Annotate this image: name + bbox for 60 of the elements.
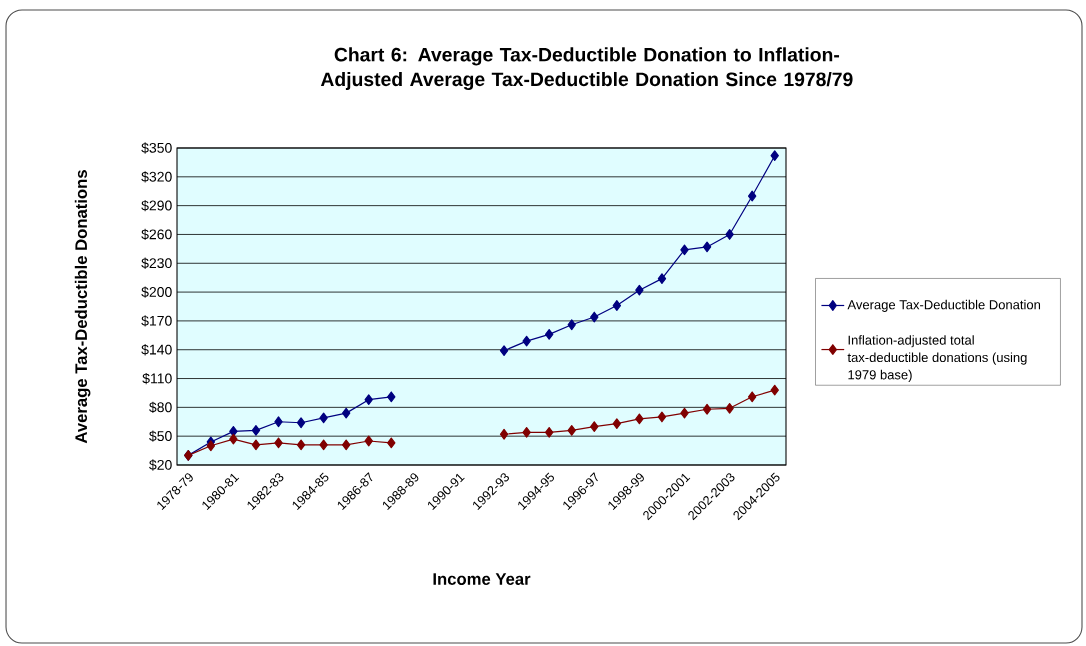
point [229, 425, 238, 437]
chart-title: Chart 6: Average Tax-Deductible Donation to Inflation-Adjusted Average Tax-Deductible Donation Since 1978/79 [320, 47, 853, 91]
y-tick-label: $200 [141, 286, 172, 298]
y-tick-label: $80 [149, 401, 172, 414]
point [680, 244, 689, 256]
y-tick-label: $350 [141, 142, 172, 154]
point [770, 150, 779, 162]
point [747, 190, 757, 202]
point [725, 229, 734, 240]
y-tick-label: $260 [141, 228, 172, 241]
point [364, 394, 373, 406]
y-tick-label: $50 [149, 430, 172, 442]
point [364, 435, 373, 447]
point [612, 418, 622, 430]
y-axis-title: Average Tax-Deductible Donations [74, 170, 91, 444]
legend-label: Inflation-adjusted total tax-deductible donations (using 1979 base) [847, 335, 1027, 382]
point [702, 403, 712, 415]
y-tick-label: $290 [141, 199, 172, 212]
point [747, 391, 757, 403]
point [725, 402, 734, 414]
point [567, 425, 576, 436]
point [341, 407, 351, 419]
point [522, 426, 531, 438]
point [544, 328, 554, 340]
point [274, 416, 283, 428]
point [657, 273, 667, 285]
point [635, 284, 644, 296]
point [387, 437, 396, 449]
point [680, 407, 689, 419]
point [499, 428, 509, 440]
point [251, 439, 261, 451]
point [635, 413, 644, 425]
y-tick-label: $170 [141, 315, 172, 327]
point [770, 384, 779, 396]
point [341, 439, 351, 451]
point [567, 319, 576, 331]
point [590, 311, 599, 323]
point [206, 440, 216, 452]
x-axis-title: Income Year [433, 573, 531, 585]
y-tick-label: $110 [142, 372, 172, 385]
point [387, 391, 396, 403]
point [612, 300, 622, 311]
y-tick-label: $140 [141, 344, 172, 356]
point [274, 437, 283, 449]
point [657, 411, 667, 423]
point [251, 425, 261, 436]
y-tick-label: $230 [141, 257, 172, 269]
point [590, 421, 599, 432]
point [702, 241, 712, 253]
y-tick-label: $320 [141, 171, 172, 183]
legend-label: Average Tax-Deductible Donation [847, 299, 1041, 312]
point [296, 417, 306, 429]
point [296, 439, 306, 451]
point [229, 433, 238, 445]
point [522, 335, 531, 347]
point [499, 345, 509, 357]
y-tick-label: $20 [149, 459, 172, 471]
point [544, 426, 554, 438]
point [319, 412, 328, 424]
point [319, 439, 328, 451]
